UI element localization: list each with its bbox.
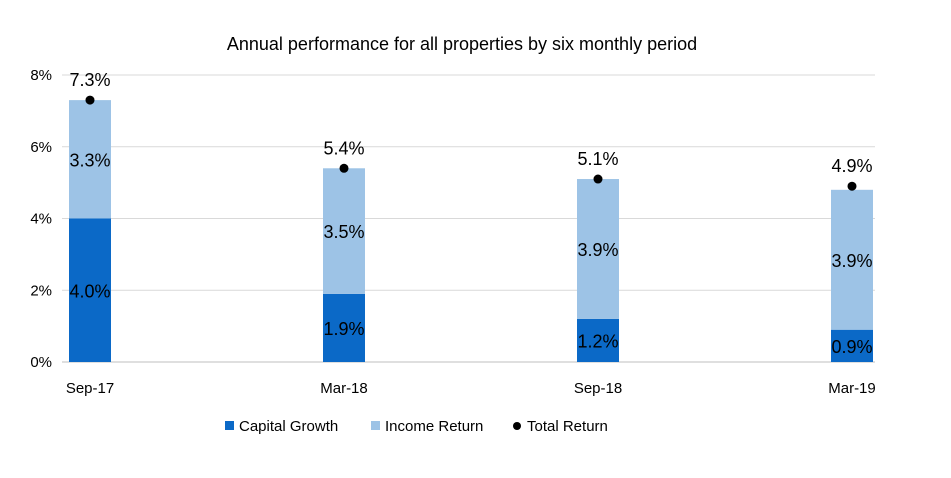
legend-swatch bbox=[225, 421, 234, 430]
data-label-income-return: 3.9% bbox=[577, 240, 618, 260]
legend-item-income-return: Income Return bbox=[371, 418, 483, 435]
legend-label: Total Return bbox=[527, 418, 608, 435]
legend-swatch bbox=[513, 422, 521, 430]
x-tick-label: Mar-19 bbox=[828, 380, 876, 397]
data-label-income-return: 3.9% bbox=[831, 251, 872, 271]
total-return-point bbox=[85, 95, 95, 105]
legend-label: Income Return bbox=[385, 418, 483, 435]
x-tick-label: Sep-18 bbox=[574, 380, 622, 397]
bar-capital-growth bbox=[323, 293, 365, 362]
bar-income-return bbox=[577, 179, 619, 319]
total-return-point bbox=[847, 181, 857, 191]
legend-swatch bbox=[371, 421, 380, 430]
bar-capital-growth bbox=[577, 318, 619, 362]
bar-income-return bbox=[69, 100, 111, 219]
gridlines bbox=[62, 74, 875, 291]
data-label-total-return: 7.3% bbox=[69, 70, 110, 90]
bars bbox=[69, 95, 873, 362]
bar-capital-growth bbox=[69, 218, 111, 362]
total-return-point bbox=[593, 174, 603, 184]
data-labels: 4.0% 3.3% 7.3% 1.9% 3.5% 5.4% 1.2% 3.9% 5.1% 0.9%… bbox=[69, 70, 872, 357]
axes: 0% 2% 4% 6% 8% Sep-17 Mar-18 Sep-18 Mar-19 bbox=[30, 67, 875, 397]
data-label-capital-growth: 0.9% bbox=[831, 337, 872, 357]
data-label-total-return: 5.1% bbox=[577, 149, 618, 169]
bar-capital-growth bbox=[831, 329, 873, 362]
y-tick-label: 4% bbox=[30, 211, 52, 228]
bar-income-return bbox=[323, 168, 365, 294]
y-tick-label: 2% bbox=[30, 282, 52, 299]
legend: Capital Growth Income Return Total Return bbox=[225, 418, 608, 435]
legend-label: Capital Growth bbox=[239, 418, 338, 435]
data-label-total-return: 5.4% bbox=[323, 138, 364, 158]
data-label-income-return: 3.5% bbox=[323, 222, 364, 242]
legend-item-total-return: Total Return bbox=[513, 418, 608, 435]
y-tick-label: 6% bbox=[30, 139, 52, 156]
chart-title: Annual performance for all properties by… bbox=[227, 34, 697, 54]
data-label-capital-growth: 4.0% bbox=[69, 281, 110, 301]
y-tick-label: 0% bbox=[30, 354, 52, 371]
total-return-point bbox=[339, 163, 349, 173]
data-label-capital-growth: 1.9% bbox=[323, 319, 364, 339]
data-label-total-return: 4.9% bbox=[831, 156, 872, 176]
data-label-income-return: 3.3% bbox=[69, 150, 110, 170]
x-tick-label: Sep-17 bbox=[66, 380, 114, 397]
y-tick-label: 8% bbox=[30, 67, 52, 84]
legend-item-capital-growth: Capital Growth bbox=[225, 418, 338, 435]
bar-income-return bbox=[831, 189, 873, 330]
x-tick-label: Mar-18 bbox=[320, 380, 368, 397]
data-label-capital-growth: 1.2% bbox=[577, 331, 618, 351]
